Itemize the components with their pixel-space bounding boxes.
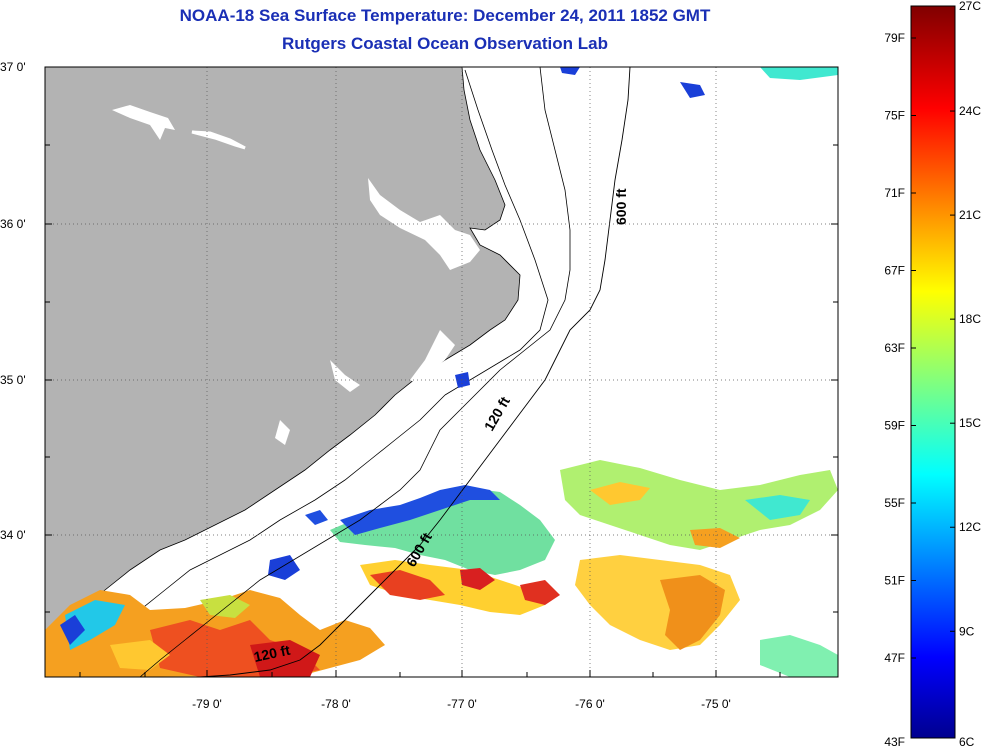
colorbar-celsius-labels: 27C 24C 21C 18C 15C 12C 9C 6C [959,0,981,749]
contour-label-600ft: 600 ft [613,188,629,225]
graticule [45,67,838,677]
sound-3 [330,360,360,392]
colorbar-fahrenheit-labels: 79F 75F 71F 67F 63F 59F 55F 51F 47F 43F [884,31,905,749]
colorbar-c-label: 6C [959,735,975,749]
contour-120ft [139,67,571,677]
lon-label: -78 0' [321,697,351,711]
lat-label: 37 0' [0,60,26,74]
map-title: NOAA-18 Sea Surface Temperature: Decembe… [179,6,711,25]
map-frame [44,66,839,678]
colorbar-f-label: 71F [884,186,905,200]
lat-label: 35 0' [0,373,26,387]
colorbar-f-label: 55F [884,496,905,510]
contour-label-120ft: 120 ft [252,642,291,665]
colorbar-c-label: 24C [959,104,981,118]
colorbar-c-label: 12C [959,520,981,534]
colorbar-f-label: 59F [884,419,905,433]
lon-label: -76 0' [575,697,605,711]
colorbar-f-label: 67F [884,264,905,278]
colorbar-c-label: 21C [959,208,981,222]
colorbar-f-label: 43F [884,735,905,749]
lon-label: -75 0' [701,697,731,711]
colorbar-ticks [911,37,955,659]
colorbar-f-label: 75F [884,109,905,123]
sound-1 [368,178,480,270]
lat-label: 36 0' [0,217,26,231]
colorbar-f-label: 63F [884,341,905,355]
colorbar [910,5,956,739]
lat-label: 34 0' [0,528,26,542]
lake-1 [112,105,175,140]
colorbar-c-label: 27C [959,0,981,13]
colorbar-c-label: 9C [959,624,975,638]
barrier-islands [444,69,549,396]
axis-ticks [45,144,838,677]
colorbar-f-label: 47F [884,651,905,665]
colorbar-f-label: 51F [884,574,905,588]
colorbar-c-label: 15C [959,416,981,430]
colorbar-c-label: 18C [959,312,981,326]
lake-2 [191,130,246,150]
lake-3 [275,420,290,445]
contour-600ft-north [199,67,631,677]
sound-2 [410,330,455,385]
colorbar-f-label: 79F [884,31,905,45]
lon-label: -79 0' [192,697,222,711]
lon-label: -77 0' [447,697,477,711]
map-subtitle: Rutgers Coastal Ocean Observation Lab [282,34,608,53]
